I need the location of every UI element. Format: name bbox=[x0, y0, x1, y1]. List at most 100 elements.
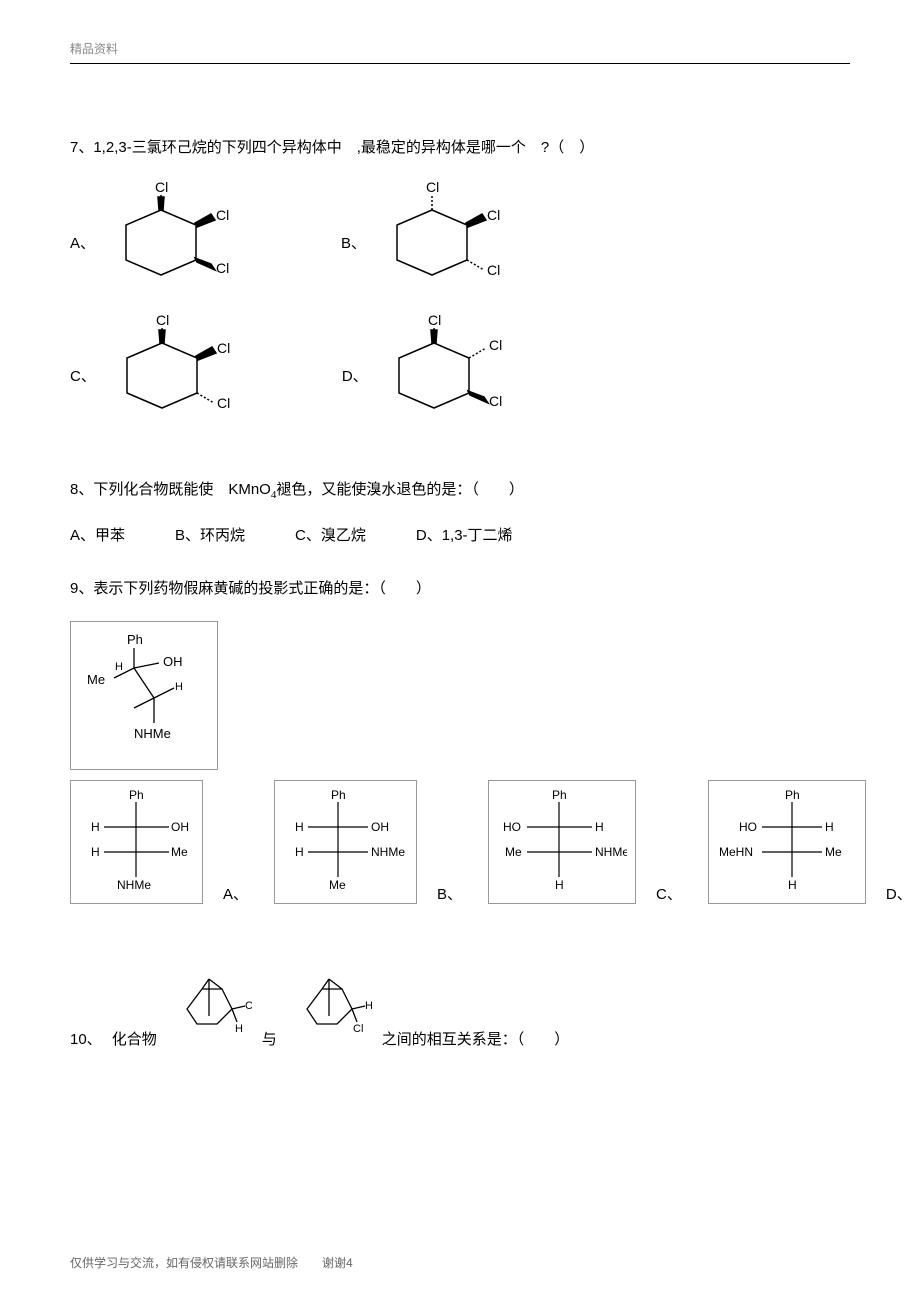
q7-opt-b-label: B、 bbox=[341, 232, 366, 253]
question-7: 7、1,2,3-三氯环己烷的下列四个异构体中 ,最稳定的异构体是哪一个 ?（ ） bbox=[70, 134, 850, 162]
svg-text:Ph: Ph bbox=[331, 788, 346, 802]
q8-options: A、甲苯 B、环丙烷 C、溴乙烷 D、1,3-丁二烯 bbox=[70, 524, 850, 545]
svg-text:Me: Me bbox=[87, 672, 105, 687]
svg-text:Cl: Cl bbox=[155, 180, 168, 195]
q10-prefix: 化合物 bbox=[112, 1028, 157, 1049]
svg-text:H: H bbox=[595, 820, 604, 834]
svg-text:MeHN: MeHN bbox=[719, 845, 753, 859]
page-footer: 仅供学习与交流，如有侵权请联系网站删除 谢谢4 bbox=[70, 1254, 353, 1271]
q8-text: 下列化合物既能使 KMnO bbox=[93, 481, 271, 498]
q8-opt-c: C、溴乙烷 bbox=[295, 524, 366, 545]
q9-structure-a: Ph H OH H Me NHMe bbox=[70, 780, 203, 904]
svg-text:Ph: Ph bbox=[129, 788, 144, 802]
svg-text:H: H bbox=[115, 661, 123, 673]
svg-text:H: H bbox=[295, 845, 304, 859]
svg-text:H: H bbox=[175, 681, 183, 693]
svg-text:Ph: Ph bbox=[127, 632, 143, 647]
svg-text:HO: HO bbox=[739, 820, 757, 834]
q7-number: 7、 bbox=[70, 139, 93, 156]
q10-structure-1: Cl H bbox=[167, 964, 252, 1049]
q7-row2: C、 Cl Cl Cl D、 bbox=[70, 313, 850, 438]
q9-opt-c-label: C、 bbox=[656, 883, 682, 904]
svg-text:OH: OH bbox=[171, 820, 189, 834]
question-10: 10、 化合物 Cl H 与 bbox=[70, 964, 850, 1049]
q7-structure-a: Cl Cl Cl bbox=[111, 180, 241, 305]
q8-number: 8、 bbox=[70, 481, 93, 498]
svg-text:H: H bbox=[235, 1023, 243, 1035]
footer-text: 仅供学习与交流，如有侵权请联系网站删除 谢谢 bbox=[70, 1256, 346, 1270]
q10-structure-2: H Cl bbox=[287, 964, 372, 1049]
svg-text:Cl: Cl bbox=[156, 313, 169, 328]
q10-suffix: 之间的相互关系是：（ ） bbox=[382, 1028, 570, 1049]
svg-text:Me: Me bbox=[329, 878, 346, 892]
question-8: 8、下列化合物既能使 KMnO4褪色，又能使溴水退色的是：（ ） bbox=[70, 476, 850, 506]
q9-opt-b-wrap: Ph H OH H NHMe Me bbox=[274, 780, 417, 904]
page-header: 精品资料 bbox=[70, 40, 850, 64]
svg-text:Cl: Cl bbox=[217, 395, 230, 411]
q7-structure-b: Cl Cl Cl bbox=[382, 180, 512, 305]
spacer bbox=[70, 934, 850, 964]
q9-options-row: Ph H OH H Me NHMe A、 Ph bbox=[70, 780, 850, 904]
svg-text:Cl: Cl bbox=[489, 337, 502, 353]
q8-opt-a: A、甲苯 bbox=[70, 524, 125, 545]
q9-opt-a-label: A、 bbox=[223, 883, 248, 904]
svg-text:HO: HO bbox=[503, 820, 521, 834]
q9-structure-c: Ph HO H Me NHMe H bbox=[488, 780, 636, 904]
svg-text:NHMe: NHMe bbox=[595, 845, 627, 859]
q7-text: 1,2,3-三氯环己烷的下列四个异构体中 ,最稳定的异构体是哪一个 ?（ ） bbox=[93, 139, 594, 156]
q9-opt-a-wrap: Ph H OH H Me NHMe bbox=[70, 780, 203, 904]
question-9: 9、表示下列药物假麻黄碱的投影式正确的是：（ ） bbox=[70, 575, 850, 603]
svg-text:Cl: Cl bbox=[353, 1023, 363, 1035]
svg-text:Cl: Cl bbox=[428, 313, 441, 328]
svg-text:Me: Me bbox=[505, 845, 522, 859]
svg-text:Me: Me bbox=[825, 845, 842, 859]
q8-text2: 褪色，又能使溴水退色的是：（ ） bbox=[276, 481, 524, 498]
q9-number: 9、 bbox=[70, 580, 93, 597]
q9-opt-d-label: D、 bbox=[886, 883, 912, 904]
svg-text:H: H bbox=[91, 845, 100, 859]
svg-text:Cl: Cl bbox=[487, 207, 500, 223]
svg-text:Cl: Cl bbox=[216, 260, 229, 276]
svg-text:Cl: Cl bbox=[217, 340, 230, 356]
svg-text:H: H bbox=[788, 878, 797, 892]
q7-row1: A、 Cl Cl Cl B、 bbox=[70, 180, 850, 305]
svg-text:NHMe: NHMe bbox=[117, 878, 151, 892]
svg-text:H: H bbox=[365, 1000, 372, 1012]
q9-structure-b: Ph H OH H NHMe Me bbox=[274, 780, 417, 904]
q10-mid: 与 bbox=[262, 1028, 277, 1049]
q7-structure-d: Cl Cl Cl bbox=[384, 313, 514, 438]
svg-text:Ph: Ph bbox=[785, 788, 800, 802]
q9-opt-c-wrap: Ph HO H Me NHMe H bbox=[488, 780, 636, 904]
q7-opt-c-label: C、 bbox=[70, 365, 96, 386]
spacer bbox=[70, 446, 850, 476]
q7-opt-d-label: D、 bbox=[342, 365, 368, 386]
footer-page: 4 bbox=[346, 1256, 353, 1270]
q9-structure-d: Ph HO H MeHN Me H bbox=[708, 780, 866, 904]
q7-opt-a-label: A、 bbox=[70, 232, 95, 253]
svg-text:Cl: Cl bbox=[216, 207, 229, 223]
svg-text:Cl: Cl bbox=[245, 1000, 252, 1012]
svg-text:NHMe: NHMe bbox=[371, 845, 405, 859]
svg-text:Cl: Cl bbox=[487, 262, 500, 278]
header-text: 精品资料 bbox=[70, 42, 118, 56]
q9-text: 表示下列药物假麻黄碱的投影式正确的是：（ ） bbox=[93, 580, 431, 597]
q10-number: 10、 bbox=[70, 1028, 102, 1049]
spacer bbox=[70, 545, 850, 575]
svg-text:OH: OH bbox=[371, 820, 389, 834]
spacer bbox=[70, 904, 850, 934]
q9-opt-d-wrap: Ph HO H MeHN Me H bbox=[708, 780, 866, 904]
q7-structure-c: Cl Cl Cl bbox=[112, 313, 242, 438]
q9-opt-b-label: B、 bbox=[437, 883, 462, 904]
page-container: 精品资料 7、1,2,3-三氯环己烷的下列四个异构体中 ,最稳定的异构体是哪一个… bbox=[0, 0, 920, 1301]
svg-text:Ph: Ph bbox=[552, 788, 567, 802]
q8-opt-d: D、1,3-丁二烯 bbox=[416, 524, 513, 545]
svg-text:OH: OH bbox=[163, 654, 183, 669]
svg-text:H: H bbox=[91, 820, 100, 834]
svg-text:Me: Me bbox=[171, 845, 188, 859]
q8-opt-b: B、环丙烷 bbox=[175, 524, 245, 545]
q9-reference-structure: Ph Me H OH H NHMe bbox=[70, 621, 850, 770]
svg-text:Cl: Cl bbox=[489, 393, 502, 409]
svg-text:H: H bbox=[825, 820, 834, 834]
svg-text:H: H bbox=[555, 878, 564, 892]
svg-text:NHMe: NHMe bbox=[134, 726, 171, 741]
